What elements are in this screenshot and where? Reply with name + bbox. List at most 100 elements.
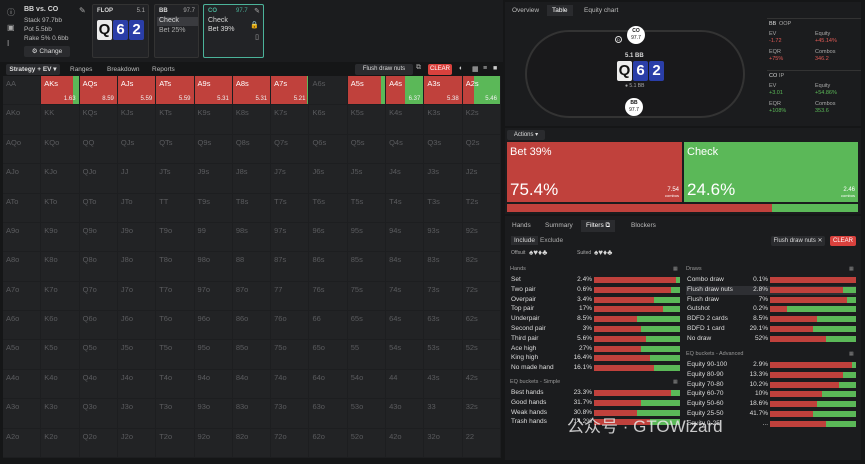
eq-advanced-row[interactable]: Equity 50-60 18.6%	[686, 400, 856, 409]
hand-cell[interactable]: J2s	[462, 164, 501, 194]
hand-cell[interactable]: Q2s	[462, 134, 501, 165]
hand-cell[interactable]: 63s	[424, 311, 463, 341]
hand-cell[interactable]: 84s	[386, 252, 425, 282]
hand-cell[interactable]: 73o	[271, 399, 310, 429]
hand-cell[interactable]: 43o	[386, 399, 425, 429]
hand-cell[interactable]: A6s	[309, 76, 348, 106]
hand-cell[interactable]: Q2o	[79, 428, 118, 458]
hand-cell[interactable]: A6o	[3, 311, 42, 341]
hand-cell[interactable]: JTo	[117, 193, 157, 223]
hand-cell[interactable]: K3o	[41, 399, 80, 429]
hand-cell[interactable]: QTs	[156, 134, 195, 165]
edit-icon[interactable]: ✎	[79, 6, 86, 15]
hand-cell[interactable]: T9s	[194, 193, 233, 223]
hand-cell[interactable]: KQs	[79, 105, 118, 135]
hand-cell[interactable]: K9o	[41, 222, 80, 253]
hand-cell[interactable]: 52s	[462, 340, 501, 370]
hands-row[interactable]: Third pair 5.6%	[510, 335, 680, 344]
hand-cell[interactable]: AA	[3, 76, 42, 106]
hand-cell[interactable]: Q3s	[424, 134, 463, 165]
clear-button[interactable]: CLEAR	[830, 236, 856, 246]
hand-cell[interactable]: 52o	[347, 428, 387, 458]
clear-button[interactable]: CLEAR	[428, 64, 452, 75]
hand-cell[interactable]: 5.31 A9s	[194, 76, 233, 106]
eq-advanced-row[interactable]: Equity 25-50 41.7%	[686, 410, 856, 419]
hand-cell[interactable]: KTo	[41, 193, 80, 223]
chart-icon[interactable]: ▦	[673, 266, 678, 272]
contrast-icon[interactable]: ◐	[459, 65, 464, 72]
hand-cell[interactable]: 5.31 A8s	[232, 76, 272, 106]
hand-cell[interactable]: 86s	[309, 252, 348, 282]
hands-row[interactable]: King high 16.4%	[510, 354, 680, 363]
eq-advanced-row[interactable]: Equity 80-90 13.3%	[686, 371, 856, 380]
hand-cell[interactable]: 83s	[424, 252, 463, 282]
hand-cell[interactable]: 53s	[424, 340, 463, 370]
tab-ranges[interactable]: Ranges	[70, 66, 93, 73]
eq-advanced-row[interactable]: Equity 90-100 2.9%	[686, 361, 856, 370]
eq-advanced-row[interactable]: Equity 60-70 10%	[686, 390, 856, 399]
hand-cell[interactable]: J8o	[117, 252, 157, 282]
hand-cell[interactable]: A3o	[3, 399, 42, 429]
change-button[interactable]: ⚙ Change	[24, 46, 70, 57]
chart-icon[interactable]: ▦	[849, 266, 854, 272]
hand-cell[interactable]: 64s	[386, 311, 425, 341]
tab-equity-chart[interactable]: Equity chart	[584, 7, 619, 14]
hand-cell[interactable]: K3s	[424, 105, 463, 135]
hand-cell[interactable]: K4o	[41, 369, 80, 400]
hand-cell[interactable]: 44	[386, 369, 425, 400]
hand-cell[interactable]: 76o	[271, 311, 310, 341]
hand-cell[interactable]: JJ	[117, 164, 157, 194]
edit-icon[interactable]: ✎	[254, 8, 260, 15]
draws-row[interactable]: Gutshot 0.2%	[686, 305, 856, 314]
draws-row[interactable]: BDFD 2 cards 8.5%	[686, 315, 856, 324]
hand-cell[interactable]: 32s	[462, 399, 501, 429]
co-action-check[interactable]: Check	[208, 17, 228, 24]
hands-row[interactable]: Two pair 0.6%	[510, 286, 680, 295]
hand-cell[interactable]: K8o	[41, 252, 80, 282]
filter-chip[interactable]: Flush draw nuts	[355, 64, 413, 75]
hand-cell[interactable]: 5.46 A2s	[462, 76, 501, 106]
hand-cell[interactable]: 97s	[271, 222, 310, 253]
hand-cell[interactable]: 96s	[309, 222, 348, 253]
info-icon[interactable]: ⓘ	[7, 8, 15, 17]
suited-suits-icon[interactable]: ♠♥♦♣	[594, 248, 613, 257]
hand-cell[interactable]: K2s	[462, 105, 501, 135]
hand-cell[interactable]: 43s	[424, 369, 463, 400]
copy-icon[interactable]: ⧉	[416, 64, 421, 71]
hands-row[interactable]: Top pair 17%	[510, 305, 680, 314]
hand-cell[interactable]: 94o	[194, 369, 233, 400]
hand-cell[interactable]: 22	[462, 428, 501, 458]
hand-cell[interactable]: 82s	[462, 252, 501, 282]
book-icon[interactable]: ▯	[255, 34, 259, 41]
hand-cell[interactable]: TT	[156, 193, 195, 223]
hand-cell[interactable]: A5o	[3, 340, 42, 370]
hand-cell[interactable]: 55	[347, 340, 387, 370]
hand-cell[interactable]: Q5o	[79, 340, 118, 370]
hand-cell[interactable]: KJs	[117, 105, 157, 135]
hand-cell[interactable]: Q8s	[232, 134, 272, 165]
hand-cell[interactable]: T2o	[156, 428, 195, 458]
hand-cell[interactable]: 76s	[309, 281, 348, 312]
hand-cell[interactable]: 5.59 ATs	[156, 76, 195, 106]
hand-cell[interactable]: 66	[309, 311, 348, 341]
filter-chip[interactable]: Flush draw nuts ✕	[771, 236, 825, 246]
hand-cell[interactable]: T7s	[271, 193, 310, 223]
hands-row[interactable]: Second pair 3%	[510, 325, 680, 334]
hand-cell[interactable]: J2o	[117, 428, 157, 458]
hand-cell[interactable]: T4s	[386, 193, 425, 223]
hand-cell[interactable]: K7s	[271, 105, 310, 135]
include-toggle[interactable]: Include	[511, 236, 538, 245]
grid-view-icon[interactable]: ▦	[472, 66, 479, 73]
hand-cell[interactable]: 5.21 A7s	[271, 76, 310, 106]
co-action-bet[interactable]: Bet 39%	[208, 26, 235, 33]
hand-cell[interactable]: T3s	[424, 193, 463, 223]
bet-action-box[interactable]: Bet 39% 75.4% 7.54 combos	[507, 142, 682, 202]
tab-overview[interactable]: Overview	[512, 7, 540, 14]
hand-cell[interactable]: T5s	[347, 193, 387, 223]
hand-cell[interactable]: 5.38 A3s	[424, 76, 463, 106]
hand-cell[interactable]: 6.37 A4s	[386, 76, 425, 106]
hand-cell[interactable]: Q7o	[79, 281, 118, 312]
hand-cell[interactable]: 93s	[424, 222, 463, 253]
hand-cell[interactable]: Q5s	[347, 134, 387, 165]
